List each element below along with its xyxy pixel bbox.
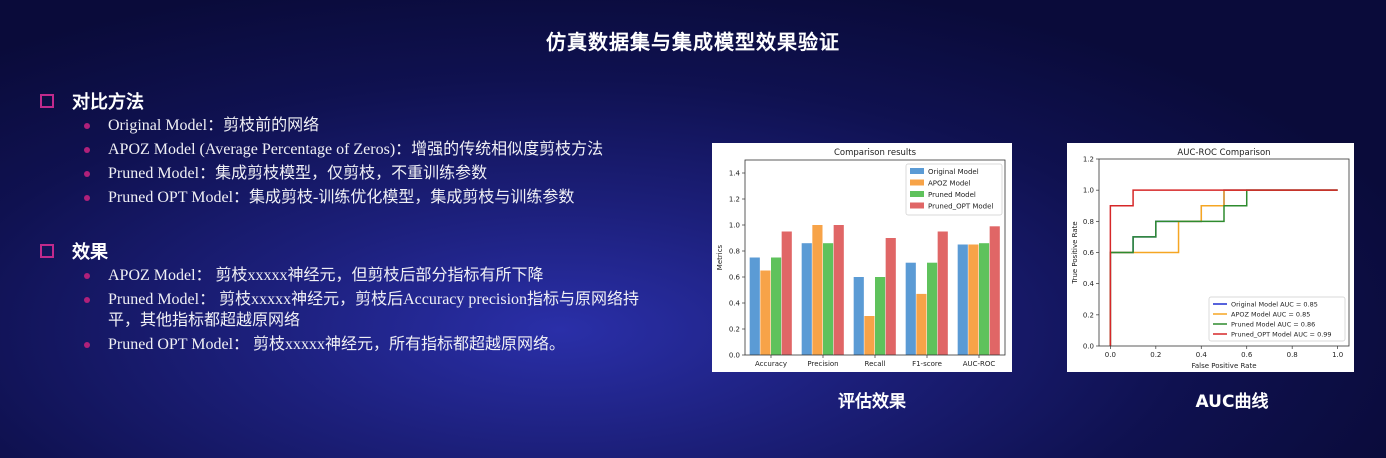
legend-label: APOZ Model — [928, 180, 971, 188]
x-tick-label: Recall — [865, 360, 886, 368]
roc-series-line — [1109, 189, 1338, 346]
bar — [957, 244, 968, 355]
section-heading-text: 对比方法 — [72, 92, 144, 113]
y-tick-label: 0.4 — [729, 300, 741, 308]
x-tick-label: AUC-ROC — [963, 360, 996, 368]
legend-box — [905, 163, 1003, 216]
bar — [905, 262, 916, 355]
comparison-bar-chart: Comparison results Metrics 0.0 0.2 0.4 0.6 0.8… — [716, 148, 1006, 368]
bar — [979, 243, 990, 355]
y-axis-label: True Positive Rate — [1071, 221, 1079, 284]
bar — [801, 243, 812, 355]
bar — [771, 257, 782, 355]
section-heading-methods: 对比方法 — [40, 88, 144, 114]
bar — [823, 243, 834, 355]
list-item: Pruned OPT Model： 剪枝xxxxx神经元，所有指标都超越原网络。 — [82, 334, 662, 355]
y-tick-label: 0.2 — [729, 326, 740, 334]
plot-frame — [1098, 158, 1350, 347]
y-tick-label: 1.2 — [1083, 156, 1094, 164]
methods-list: Original Model：剪枝前的网络 APOZ Model (Averag… — [82, 115, 682, 211]
y-tick-label: 0.0 — [729, 352, 740, 360]
section-heading-results: 效果 — [40, 238, 108, 264]
bar — [927, 262, 938, 355]
y-tick-label: 0.2 — [1083, 311, 1094, 319]
roc-chart-panel: AUC-ROC Comparison True Positive Rate Fals… — [1067, 143, 1354, 372]
bar-chart-panel: Comparison results Metrics 0.0 0.2 0.4 0.6 0.8… — [712, 143, 1012, 372]
roc-line-chart: AUC-ROC Comparison True Positive Rate Fals… — [1071, 148, 1350, 370]
x-tick-label: 0.4 — [1196, 351, 1208, 359]
legend-box — [1208, 296, 1346, 342]
legend-label: Original Model — [928, 168, 979, 176]
bar — [937, 231, 948, 355]
bar — [864, 316, 875, 355]
bar — [968, 244, 979, 355]
y-tick-label: 0.6 — [729, 274, 741, 282]
legend-swatch — [910, 202, 924, 209]
right-chart-caption: AUC曲线 — [1195, 392, 1269, 412]
bar — [812, 225, 823, 355]
x-tick-label: 0.0 — [1105, 351, 1116, 359]
list-item: APOZ Model： 剪枝xxxxx神经元，但剪枝后部分指标有所下降 — [82, 265, 662, 286]
left-chart-caption: 评估效果 — [838, 392, 906, 412]
x-tick-label: Accuracy — [755, 360, 787, 368]
legend-swatch — [910, 168, 924, 174]
y-tick-label: 0.6 — [1083, 249, 1095, 257]
results-list: APOZ Model： 剪枝xxxxx神经元，但剪枝后部分指标有所下降 Prun… — [82, 265, 662, 358]
bar — [916, 293, 927, 355]
chart-title: AUC-ROC Comparison — [1177, 148, 1270, 158]
legend-label: Pruned Model — [928, 191, 976, 199]
y-tick-label: 1.0 — [729, 222, 740, 230]
legend-label: Pruned Model AUC = 0.86 — [1231, 321, 1315, 329]
y-tick-label: 0.4 — [1083, 280, 1095, 288]
x-tick-label: 0.8 — [1287, 351, 1298, 359]
bar — [853, 277, 864, 355]
x-tick-label: F1-score — [912, 360, 942, 368]
square-bullet-icon — [40, 94, 54, 108]
bar — [885, 238, 896, 355]
list-item: Pruned Model：集成剪枝模型，仅剪枝，不重训练参数 — [82, 163, 682, 184]
plot-frame — [744, 159, 1006, 356]
bar — [760, 270, 771, 355]
x-axis-label: False Positive Rate — [1191, 362, 1256, 370]
legend-label: Pruned_OPT Model — [928, 203, 993, 211]
x-tick-label: 0.2 — [1150, 351, 1161, 359]
legend-swatch — [910, 179, 924, 186]
roc-series-line — [1109, 189, 1338, 346]
list-item: APOZ Model (Average Percentage of Zeros)… — [82, 139, 682, 160]
y-axis-label: Metrics — [716, 244, 724, 270]
x-tick-label: Precision — [807, 360, 838, 368]
y-tick-label: 1.2 — [729, 196, 740, 204]
y-tick-label: 0.0 — [1083, 343, 1094, 351]
chart-title: Comparison results — [834, 148, 917, 158]
square-bullet-icon — [40, 244, 54, 258]
legend-label: Pruned_OPT Model AUC = 0.99 — [1231, 331, 1332, 339]
bar — [833, 225, 844, 355]
y-tick-label: 1.0 — [1083, 187, 1094, 195]
list-item: Pruned OPT Model：集成剪枝-训练优化模型，集成剪枝与训练参数 — [82, 187, 682, 208]
y-tick-label: 0.8 — [1083, 218, 1094, 226]
bar — [781, 231, 792, 355]
section-heading-text: 效果 — [72, 242, 108, 263]
bar — [989, 226, 1000, 355]
x-tick-label: 1.0 — [1332, 351, 1343, 359]
list-item: Pruned Model： 剪枝xxxxx神经元，剪枝后Accuracy pre… — [82, 289, 662, 331]
y-tick-label: 0.8 — [729, 248, 740, 256]
x-tick-label: 0.6 — [1241, 351, 1253, 359]
page-title: 仿真数据集与集成模型效果验证 — [546, 30, 840, 54]
legend-label: APOZ Model AUC = 0.85 — [1231, 311, 1310, 319]
list-item: Original Model：剪枝前的网络 — [82, 115, 682, 136]
bar — [749, 257, 760, 355]
y-tick-label: 1.4 — [729, 170, 741, 178]
legend-swatch — [910, 191, 924, 197]
legend-label: Original Model AUC = 0.85 — [1231, 301, 1318, 309]
bar — [875, 277, 886, 355]
